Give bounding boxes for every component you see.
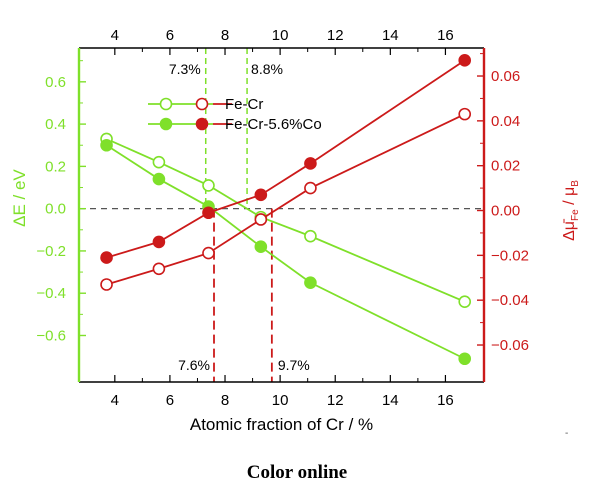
series-line-0 [106, 138, 466, 303]
x-tick-label-top-3: 10 [272, 27, 289, 44]
legend-label-0: Fe-Cr [225, 96, 263, 113]
x-tick-label-bottom-6: 16 [437, 392, 454, 409]
y-right-axis-title-part-4: μ [561, 187, 578, 196]
data-point-3-1 [152, 235, 166, 249]
y-right-tick-label-1: −0.04 [491, 292, 529, 309]
y-left-tick-label-2: −0.2 [36, 243, 66, 260]
annotation-label-0: 7.3% [169, 61, 201, 77]
legend-marker-green-0 [159, 97, 173, 111]
y-left-tick-label-5: 0.4 [45, 116, 66, 133]
y-right-tick-label-2: −0.02 [491, 247, 529, 264]
y-right-tick-label-6: 0.06 [491, 68, 520, 85]
data-point-2-5 [458, 107, 472, 121]
x-tick-label-bottom-0: 4 [111, 392, 119, 409]
data-point-2-4 [304, 181, 317, 195]
y-right-axis-title-part-2: Fe [570, 209, 581, 221]
x-tick-label-bottom-2: 8 [221, 392, 229, 409]
series-line-1 [106, 144, 466, 360]
y-left-tick-label-3: 0.0 [45, 201, 66, 218]
x-axis-title: Atomic fraction of Cr / % [190, 415, 373, 434]
data-point-2-0 [100, 278, 113, 291]
data-point-2-2 [202, 246, 215, 260]
y-right-axis-title-part-1: μ̄ [561, 218, 578, 230]
figure-caption: Color online [246, 462, 348, 483]
series-line-3 [106, 59, 466, 259]
data-point-1-1 [152, 172, 166, 186]
x-tick-label-bottom-3: 10 [272, 392, 289, 409]
x-tick-label-bottom-4: 12 [327, 392, 344, 409]
legend-marker-green-1 [159, 117, 173, 131]
y-right-axis-title-part-0: Δ [561, 230, 578, 241]
y-left-tick-label-0: −0.6 [36, 327, 66, 344]
x-tick-label-top-2: 8 [221, 27, 229, 44]
y-right-tick-label-5: 0.04 [491, 113, 520, 130]
x-tick-label-bottom-5: 14 [382, 392, 399, 409]
data-point-3-3 [254, 188, 268, 202]
data-point-3-0 [100, 251, 113, 264]
y-right-tick-label-4: 0.02 [491, 158, 520, 175]
y-right-axis-title-part-5: B [570, 180, 581, 187]
y-right-axis-title: Δμ̄Fe / μB [561, 180, 581, 241]
data-point-1-4 [304, 276, 317, 289]
data-point-1-3 [254, 240, 268, 254]
x-tick-label-top-4: 12 [327, 27, 344, 44]
data-point-0-2 [202, 179, 215, 192]
x-tick-label-top-6: 16 [437, 27, 454, 44]
stray-mark: - [565, 428, 569, 439]
annotation-label-1: 8.8% [251, 61, 283, 77]
y-left-tick-label-1: −0.4 [36, 285, 66, 302]
annotation-label-2: 7.6% [178, 357, 210, 373]
data-point-1-5 [458, 352, 472, 366]
y-right-tick-label-0: −0.06 [491, 337, 529, 354]
x-tick-label-top-0: 4 [111, 27, 119, 44]
x-tick-label-top-5: 14 [382, 27, 399, 44]
legend-marker-red-1 [195, 117, 209, 131]
data-point-0-1 [152, 155, 166, 169]
annotation-label-3: 9.7% [278, 357, 310, 373]
series-line-2 [106, 113, 466, 286]
data-point-3-2 [202, 206, 215, 220]
data-point-2-3 [254, 213, 268, 226]
y-left-tick-label-4: 0.2 [45, 158, 66, 175]
data-point-2-1 [152, 262, 166, 276]
data-point-1-0 [100, 138, 113, 152]
legend-marker-red-0 [195, 97, 209, 111]
y-left-tick-label-6: 0.6 [45, 74, 66, 91]
data-point-3-4 [304, 157, 317, 170]
x-tick-label-top-1: 6 [166, 27, 174, 44]
y-right-axis-title-part-3: / [561, 196, 578, 209]
data-point-3-5 [458, 54, 472, 67]
y-right-tick-label-3: 0.00 [491, 203, 520, 220]
x-tick-label-bottom-1: 6 [166, 392, 174, 409]
y-left-axis-title: ΔE / eV [10, 169, 29, 227]
legend-label-1: Fe-Cr-5.6%Co [225, 116, 322, 133]
data-point-0-5 [458, 295, 472, 308]
data-point-0-4 [304, 229, 317, 243]
